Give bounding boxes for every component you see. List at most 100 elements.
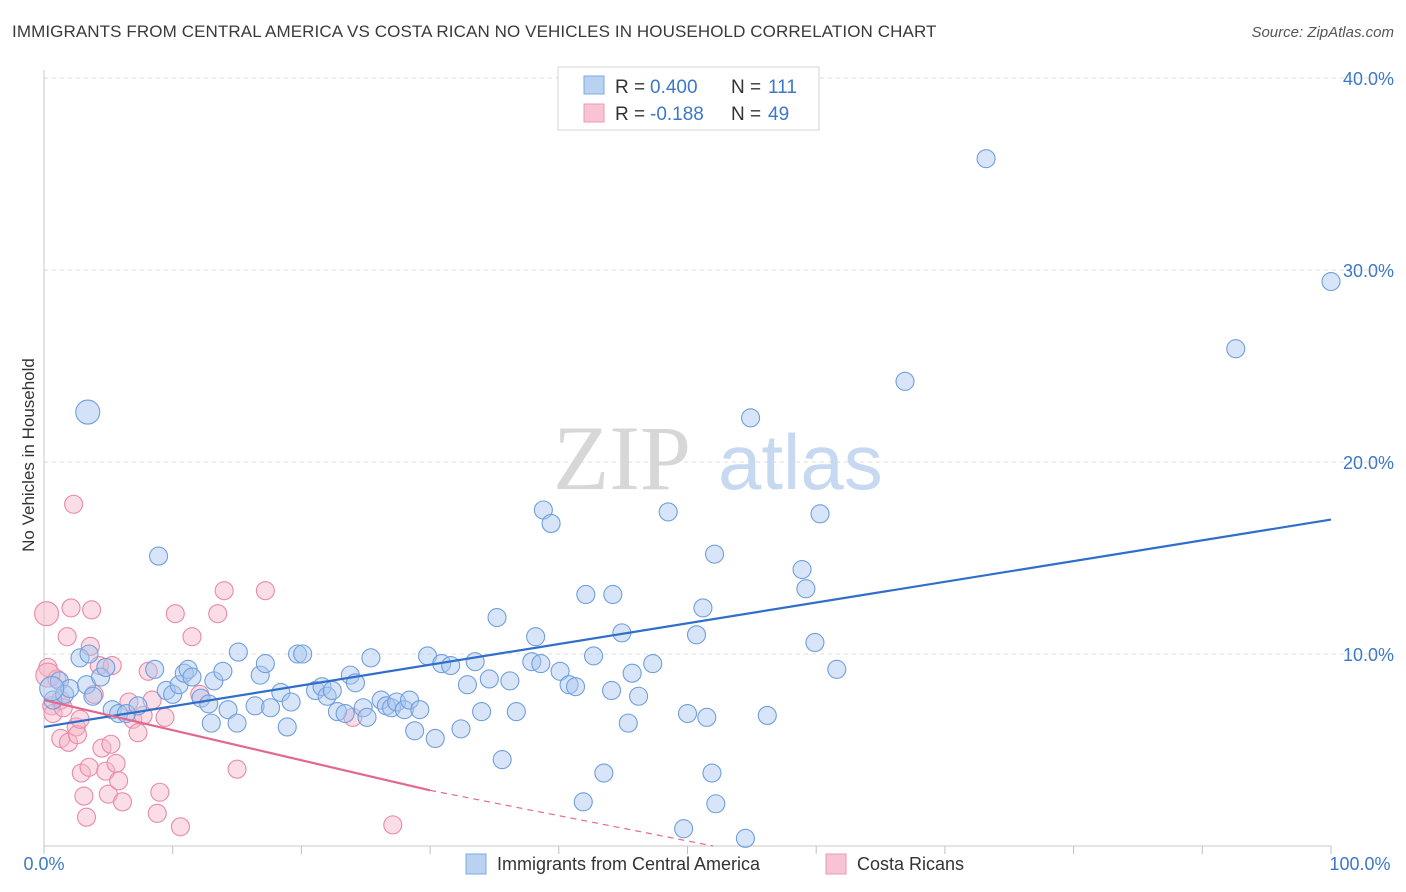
data-point (79, 644, 99, 664)
data-point (541, 513, 561, 533)
data-point (565, 677, 586, 697)
data-point (96, 761, 116, 781)
stats-r-value-2: -0.188 (650, 104, 704, 125)
data-point (531, 654, 551, 674)
data-point (227, 759, 247, 779)
data-point (479, 669, 499, 689)
data-point (228, 642, 248, 662)
data-point (796, 579, 816, 599)
x-tick-labels: 0.0% 100.0% (23, 854, 1390, 874)
data-point (227, 713, 247, 733)
data-point (425, 728, 445, 749)
data-point (112, 792, 133, 812)
series-legend: Immigrants from Central America Costa Ri… (465, 853, 964, 875)
legend-label-central-america: Immigrants from Central America (497, 854, 761, 874)
data-point (71, 763, 91, 783)
y-tick-label: 40.0% (1343, 69, 1394, 89)
data-point (674, 819, 694, 839)
data-point (487, 607, 507, 628)
data-point (618, 713, 638, 733)
data-point (1321, 271, 1341, 292)
data-point (792, 559, 812, 580)
data-point (500, 671, 520, 691)
data-point (526, 627, 546, 647)
data-point (735, 828, 755, 848)
data-point (383, 815, 403, 835)
chart-title: IMMIGRANTS FROM CENTRAL AMERICA VS COSTA… (12, 22, 937, 41)
data-point (594, 763, 614, 783)
data-point (757, 705, 777, 725)
stats-r-label-1: R = (615, 77, 645, 98)
stats-r-value-1: 0.400 (650, 77, 698, 98)
data-point (64, 494, 84, 514)
data-point (602, 680, 622, 701)
data-point (214, 581, 234, 601)
data-point (109, 771, 129, 791)
data-point (128, 723, 148, 743)
data-point (629, 686, 649, 706)
data-point (361, 648, 381, 668)
data-point (79, 757, 99, 777)
data-point (277, 717, 297, 737)
data-point (155, 707, 175, 727)
data-point (287, 644, 308, 664)
data-point (327, 702, 347, 722)
data-point-large (39, 676, 65, 702)
stats-legend-swatch-pink (583, 103, 605, 123)
data-point (693, 598, 713, 618)
data-point (603, 584, 623, 605)
x-tick-label-min: 0.0% (23, 854, 64, 874)
watermark-zip: ZIP (553, 407, 691, 509)
trend-line-central-america (43, 518, 1332, 729)
data-point (399, 690, 420, 710)
data-point (67, 725, 88, 745)
stats-n-value-2: 49 (768, 104, 789, 125)
data-point (550, 661, 570, 681)
data-point (293, 644, 313, 664)
data-point (91, 667, 111, 687)
data-point (250, 665, 270, 685)
data-point (805, 632, 825, 653)
data-point (394, 700, 414, 720)
data-point (322, 680, 342, 701)
data-point (559, 675, 579, 695)
data-point (583, 646, 604, 666)
source-label: Source: ZipAtlas.com (1251, 24, 1394, 41)
data-point (810, 504, 830, 524)
data-point (201, 713, 221, 733)
data-point (165, 604, 185, 624)
data-point (281, 692, 301, 712)
data-point (506, 702, 526, 722)
y-tick-label: 20.0% (1343, 453, 1394, 473)
data-point (317, 686, 337, 706)
data-point (61, 598, 81, 618)
y-tick-label: 30.0% (1343, 261, 1394, 281)
data-point (658, 502, 678, 522)
data-point (213, 661, 233, 681)
legend-swatch-costa-ricans (825, 853, 847, 875)
data-point (255, 654, 275, 674)
data-point (82, 600, 102, 620)
y-axis-title: No Vehicles in Household (19, 358, 38, 552)
stats-n-value-1: 111 (768, 77, 797, 98)
data-point (827, 659, 847, 679)
data-point (643, 654, 663, 674)
stats-r-label-2: R = (615, 104, 645, 125)
data-point (677, 703, 698, 724)
data-point (457, 675, 477, 695)
data-point (410, 700, 430, 720)
data-point (101, 734, 121, 754)
data-point (138, 661, 158, 681)
trend-line-costa-ricans (43, 699, 431, 792)
stats-legend: R = 0.400 N = 111 R = -0.188 N = 49 (557, 66, 820, 131)
data-point (199, 694, 219, 714)
data-point (208, 604, 228, 624)
data-point (255, 581, 275, 601)
data-point (106, 753, 126, 773)
watermark-atlas: atlas (718, 418, 883, 506)
data-point-large (75, 399, 101, 425)
legend-label-costa-ricans: Costa Ricans (857, 854, 964, 874)
data-point (702, 763, 722, 783)
data-point (76, 807, 97, 827)
